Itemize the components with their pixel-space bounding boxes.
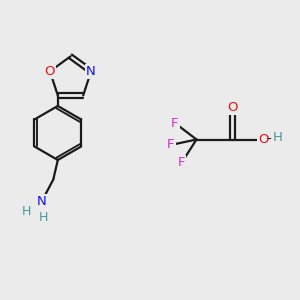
Text: F: F bbox=[178, 156, 185, 170]
Text: -: - bbox=[267, 132, 272, 145]
Text: H: H bbox=[22, 205, 31, 218]
Text: F: F bbox=[167, 138, 175, 152]
Text: F: F bbox=[171, 116, 179, 130]
Text: O: O bbox=[45, 65, 55, 78]
Text: N: N bbox=[37, 195, 47, 208]
Text: O: O bbox=[258, 133, 268, 146]
Text: H: H bbox=[273, 130, 283, 144]
Text: H: H bbox=[39, 211, 48, 224]
Text: O: O bbox=[227, 100, 238, 114]
Text: N: N bbox=[86, 65, 96, 78]
